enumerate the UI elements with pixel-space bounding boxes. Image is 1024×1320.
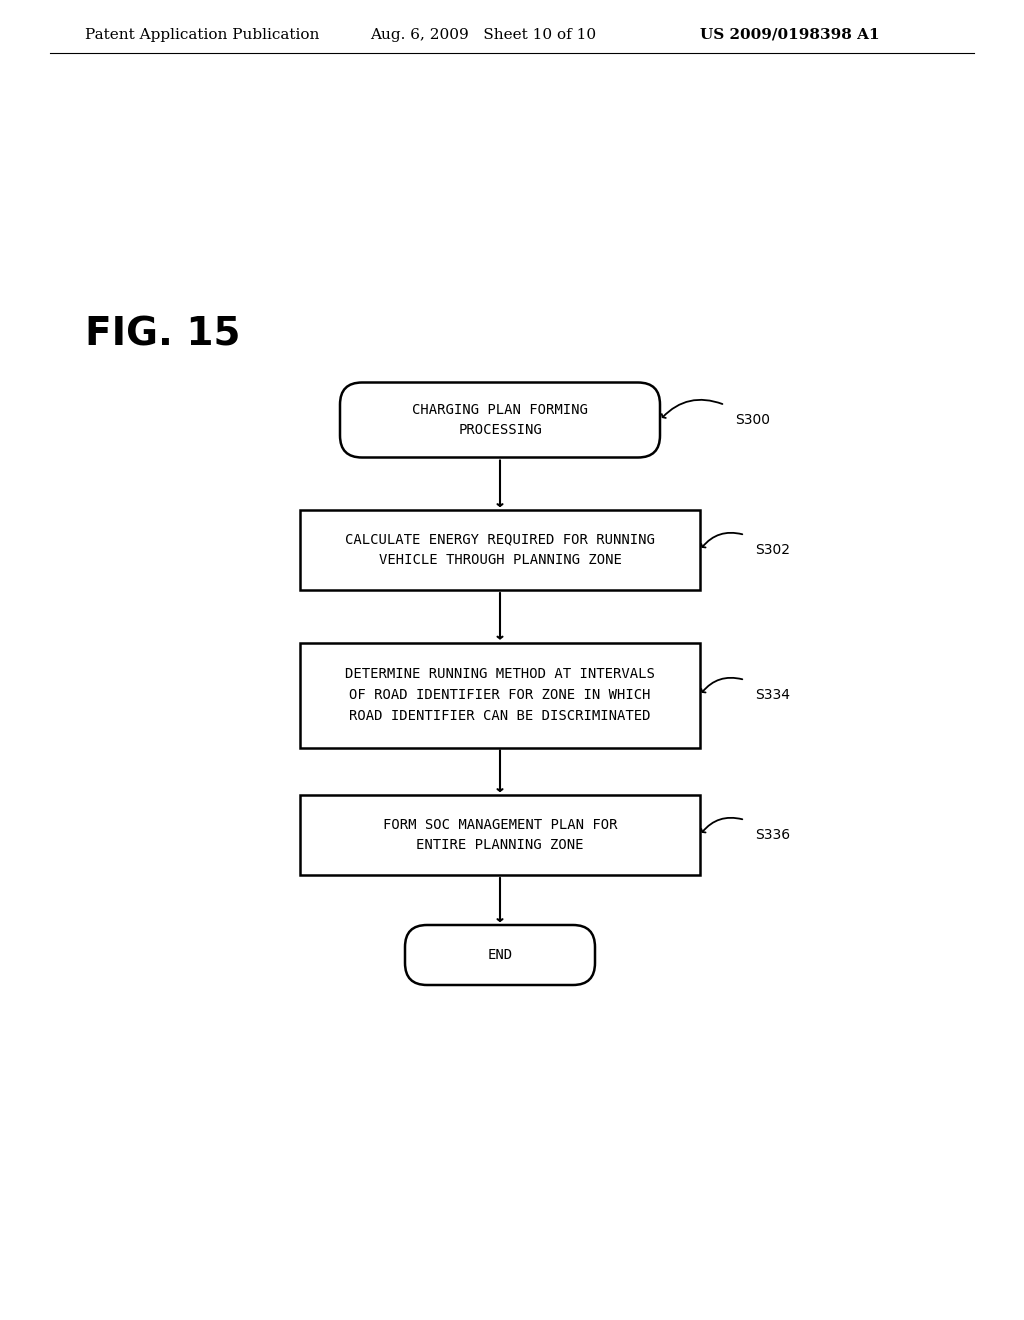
Text: CALCULATE ENERGY REQUIRED FOR RUNNING
VEHICLE THROUGH PLANNING ZONE: CALCULATE ENERGY REQUIRED FOR RUNNING VE… — [345, 533, 655, 568]
Text: S336: S336 — [755, 828, 791, 842]
Text: S302: S302 — [755, 543, 790, 557]
Text: CHARGING PLAN FORMING
PROCESSING: CHARGING PLAN FORMING PROCESSING — [412, 403, 588, 437]
Text: Aug. 6, 2009   Sheet 10 of 10: Aug. 6, 2009 Sheet 10 of 10 — [370, 28, 596, 42]
Text: S300: S300 — [735, 413, 770, 426]
Text: FIG. 15: FIG. 15 — [85, 315, 241, 354]
Text: END: END — [487, 948, 513, 962]
Text: DETERMINE RUNNING METHOD AT INTERVALS
OF ROAD IDENTIFIER FOR ZONE IN WHICH
ROAD : DETERMINE RUNNING METHOD AT INTERVALS OF… — [345, 668, 655, 722]
FancyBboxPatch shape — [340, 383, 660, 458]
FancyBboxPatch shape — [300, 510, 700, 590]
FancyBboxPatch shape — [406, 925, 595, 985]
Text: FORM SOC MANAGEMENT PLAN FOR
ENTIRE PLANNING ZONE: FORM SOC MANAGEMENT PLAN FOR ENTIRE PLAN… — [383, 817, 617, 853]
Text: Patent Application Publication: Patent Application Publication — [85, 28, 319, 42]
Text: US 2009/0198398 A1: US 2009/0198398 A1 — [700, 28, 880, 42]
Text: S334: S334 — [755, 688, 790, 702]
FancyBboxPatch shape — [300, 643, 700, 747]
FancyBboxPatch shape — [300, 795, 700, 875]
